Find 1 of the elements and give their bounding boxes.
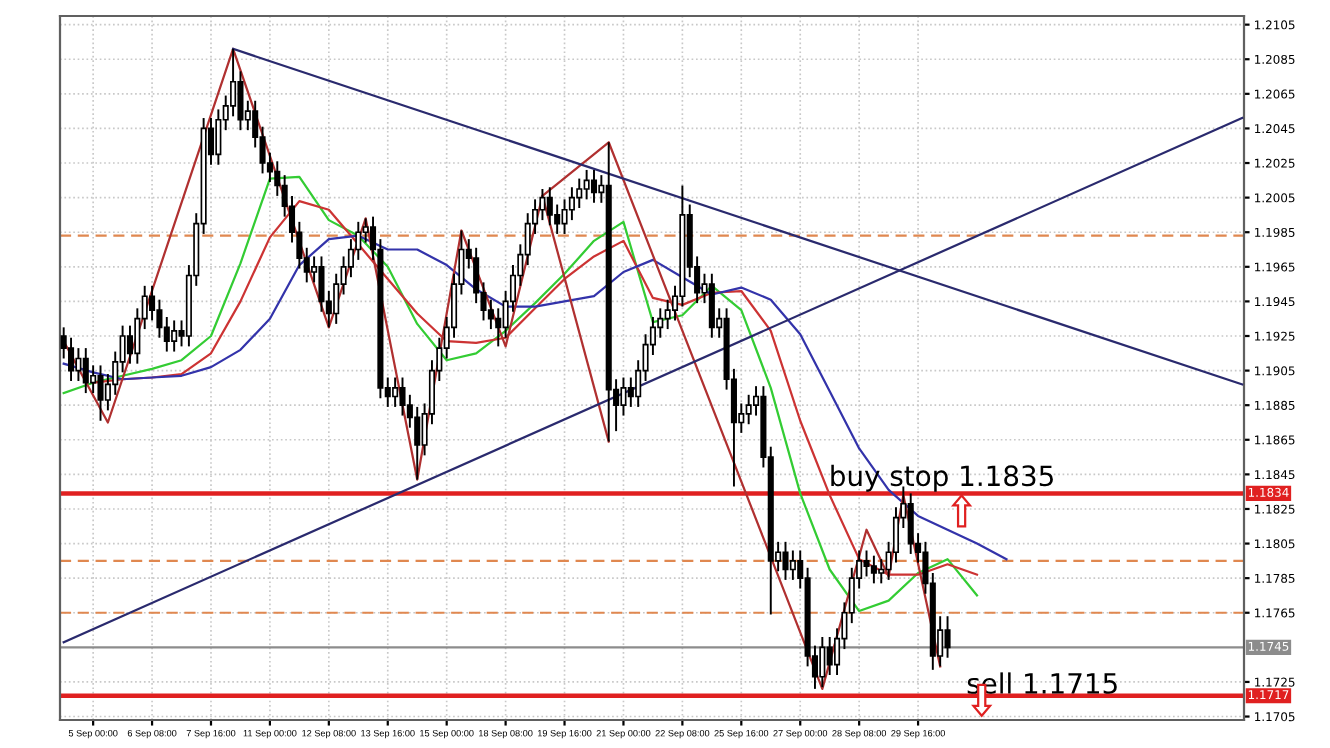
annotation: buy stop 1.1835 bbox=[831, 464, 1053, 492]
